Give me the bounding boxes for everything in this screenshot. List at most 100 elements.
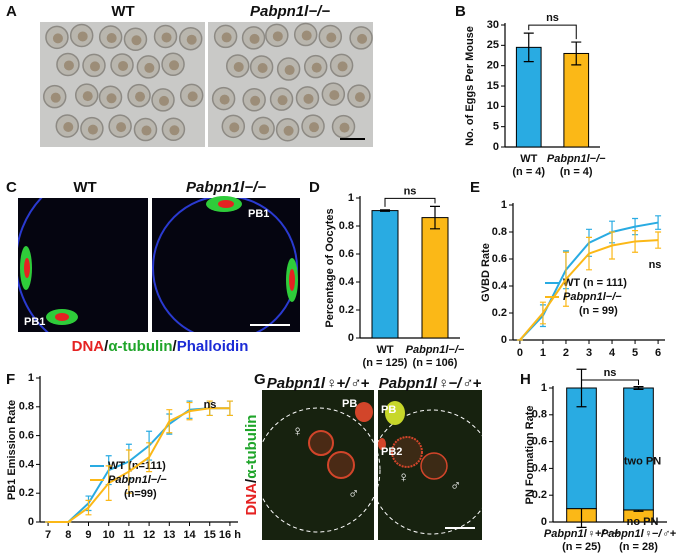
x-tick-label: 10 — [103, 529, 115, 541]
x-tick-label: Pabpn1l−/− — [406, 344, 465, 356]
egg-core — [272, 31, 283, 42]
image-mark: PB1 — [248, 208, 269, 220]
error-bar — [523, 32, 534, 63]
micrograph — [152, 198, 300, 332]
x-tick-label: 12 — [143, 529, 155, 541]
separator: / — [104, 338, 109, 355]
x-tick-note: (n = 106) — [413, 357, 458, 369]
segment-label: no PN — [627, 516, 659, 528]
significance-label: ns — [649, 259, 662, 271]
y-tick-label: 0.6 — [492, 253, 507, 265]
significance-label: ns — [604, 367, 617, 379]
panel-label: G — [254, 371, 266, 388]
pronucleus — [308, 430, 334, 456]
x-tick-label: Pabpn1l♀−/♂+ — [601, 528, 677, 540]
egg-core — [89, 61, 100, 72]
egg-core — [354, 92, 365, 103]
legend-note: (n=99) — [124, 488, 157, 500]
egg-core — [141, 125, 152, 136]
y-tick-label: 0.8 — [532, 409, 547, 421]
significance-bracket — [528, 24, 577, 40]
image-label: WT — [73, 179, 96, 196]
egg-core — [144, 62, 155, 73]
egg-core — [82, 91, 93, 102]
egg-core — [277, 95, 288, 106]
bar-segment — [623, 387, 654, 511]
significance-bracket — [581, 379, 639, 385]
pronucleus — [391, 436, 423, 468]
x-tick-note: (n = 4) — [560, 166, 593, 178]
sex-symbol: ♀ — [292, 423, 303, 440]
y-tick-label: 5 — [493, 121, 499, 133]
egg-core — [169, 125, 180, 136]
panel-label: D — [309, 179, 320, 196]
y-tick-label: 0.4 — [532, 462, 548, 474]
image-mark: PB — [381, 404, 396, 416]
error-bar — [571, 41, 582, 66]
y-tick-label: 20 — [487, 60, 499, 72]
egg-core — [169, 60, 180, 71]
significance-label: ns — [404, 185, 417, 197]
y-axis-label: GVBD Rate — [480, 243, 492, 302]
significance-label: ns — [546, 12, 559, 24]
x-tick-label: 14 — [183, 529, 196, 541]
polar-body-dna — [55, 313, 69, 321]
egg-core — [337, 61, 348, 72]
panel-label: E — [470, 179, 480, 196]
legend-label: Pabpn1l−/− — [563, 291, 622, 303]
image-label: Pabpn1l−/− — [250, 3, 330, 20]
polar-body — [378, 438, 386, 450]
image-label: Pabpn1l♀+/♂+ — [267, 375, 370, 392]
y-tick-label: 0.8 — [19, 401, 34, 413]
bar-segment — [566, 387, 597, 510]
egg-core — [106, 93, 117, 104]
egg-core — [357, 33, 368, 44]
stain-legend: DNA/α-tubulin/Phalloidin — [72, 338, 249, 355]
panel-label: H — [520, 371, 531, 388]
egg-core — [326, 32, 337, 43]
egg-core — [77, 31, 88, 42]
y-tick-label: 0.8 — [339, 220, 354, 232]
bar — [421, 217, 449, 339]
y-tick-label: 1 — [28, 372, 34, 384]
y-tick-label: 0.6 — [532, 436, 547, 448]
bar — [371, 210, 399, 339]
egg-core — [284, 65, 295, 76]
egg-core — [52, 33, 63, 44]
y-tick-label: 0 — [493, 141, 499, 153]
egg-core — [229, 122, 240, 133]
egg-core — [186, 34, 197, 45]
y-axis-label: PN Formation Rate — [524, 405, 536, 504]
error-bar — [576, 368, 587, 408]
x-tick-label: 4 — [609, 347, 616, 359]
error-bar — [430, 205, 440, 230]
x-tick-note: (n = 28) — [619, 541, 658, 553]
error-bar — [633, 386, 644, 390]
error-bar — [655, 215, 662, 230]
y-tick-label: 10 — [487, 100, 499, 112]
x-tick-label: Pabpn1l♀+/♂+ — [544, 528, 620, 540]
sex-symbol: ♂ — [450, 477, 461, 494]
egg-core — [116, 122, 127, 133]
egg-core — [257, 62, 268, 73]
egg-core — [301, 30, 312, 41]
egg-core — [187, 91, 198, 102]
error-bar — [655, 231, 662, 249]
x-tick-label: 15 — [204, 529, 216, 541]
bar — [515, 46, 542, 148]
y-tick-label: 0 — [348, 332, 354, 344]
segment-label: two PN — [624, 456, 661, 468]
stain: DNA — [72, 338, 105, 355]
image-label: Pabpn1l−/− — [186, 179, 266, 196]
x-tick-note: (n = 125) — [363, 357, 408, 369]
polar-body-dna — [218, 200, 234, 208]
y-tick-label: 1 — [348, 192, 354, 204]
egg-core — [219, 94, 230, 105]
x-tick-label: 9 — [85, 529, 91, 541]
egg-core — [63, 60, 74, 71]
y-tick-label: 0 — [28, 516, 34, 528]
x-tick-note: (n = 4) — [512, 166, 545, 178]
image-label: Pabpn1l♀−/♂+ — [379, 375, 482, 392]
polar-body — [385, 401, 405, 425]
